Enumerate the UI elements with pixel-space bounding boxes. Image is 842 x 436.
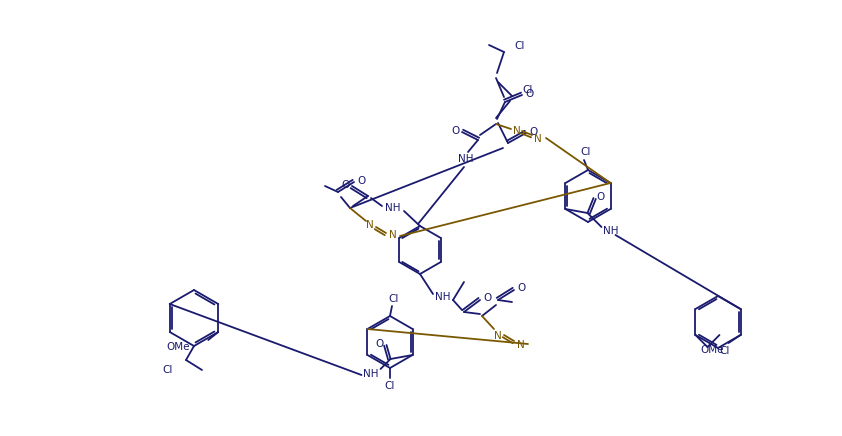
Text: N: N	[389, 230, 397, 240]
Text: O: O	[357, 176, 365, 186]
Text: N: N	[534, 134, 542, 144]
Text: N: N	[517, 340, 525, 350]
Text: O: O	[450, 126, 459, 136]
Text: Cl: Cl	[163, 365, 173, 375]
Text: NH: NH	[603, 226, 618, 236]
Text: O: O	[517, 283, 525, 293]
Text: NH: NH	[363, 369, 378, 379]
Text: OMe: OMe	[167, 342, 190, 352]
Text: N: N	[513, 126, 521, 136]
Text: O: O	[529, 127, 537, 137]
Text: O: O	[525, 89, 533, 99]
Text: Cl: Cl	[514, 41, 525, 51]
Text: O: O	[596, 192, 605, 202]
Text: O: O	[341, 180, 349, 190]
Text: NH: NH	[458, 154, 474, 164]
Text: N: N	[494, 331, 502, 341]
Text: NH: NH	[386, 203, 401, 213]
Text: Cl: Cl	[719, 346, 730, 356]
Text: NH: NH	[435, 292, 450, 302]
Text: Cl: Cl	[523, 85, 533, 95]
Text: N: N	[366, 220, 374, 230]
Text: O: O	[376, 339, 384, 349]
Text: Cl: Cl	[581, 147, 591, 157]
Text: Cl: Cl	[389, 294, 399, 304]
Text: O: O	[482, 293, 491, 303]
Text: Cl: Cl	[385, 381, 395, 391]
Text: OMe: OMe	[701, 345, 724, 355]
